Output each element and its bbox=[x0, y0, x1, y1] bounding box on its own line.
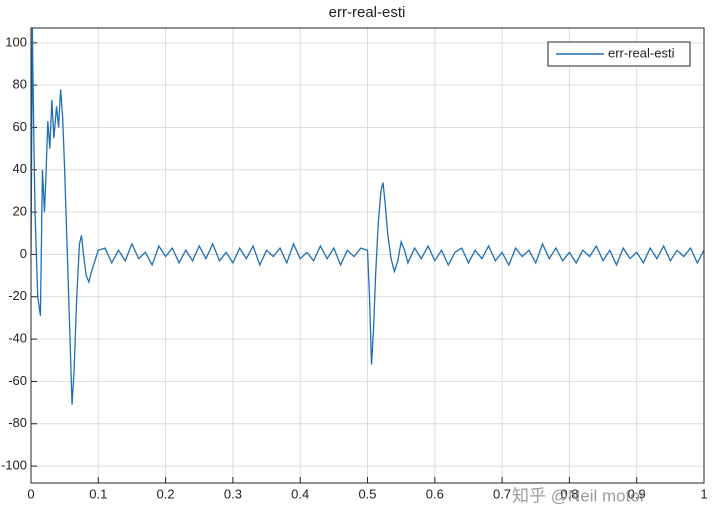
y-tick-label: -20 bbox=[8, 288, 27, 303]
x-tick-label: 0.4 bbox=[291, 486, 309, 501]
data-line bbox=[31, 28, 704, 405]
x-tick-label: 0.2 bbox=[157, 486, 175, 501]
y-tick-label: -100 bbox=[1, 458, 27, 473]
x-tick-label: 0.8 bbox=[560, 486, 578, 501]
x-tick-label: 1 bbox=[700, 486, 707, 501]
x-tick-label: 0.3 bbox=[224, 486, 242, 501]
y-tick-label: -80 bbox=[8, 415, 27, 430]
y-tick-label: 20 bbox=[13, 204, 27, 219]
plot-frame bbox=[30, 27, 705, 484]
y-tick-label: 100 bbox=[5, 34, 27, 49]
y-tick-label: 60 bbox=[13, 119, 27, 134]
watermark: 知乎 @Neil motor bbox=[512, 486, 646, 505]
legend-label: err-real-esti bbox=[608, 45, 675, 60]
x-tick-label: 0.6 bbox=[426, 486, 444, 501]
y-tick-label: 0 bbox=[20, 246, 27, 261]
y-tick-label: -60 bbox=[8, 373, 27, 388]
x-tick-label: 0.7 bbox=[493, 486, 511, 501]
chart-title: err-real-esti bbox=[329, 4, 406, 21]
x-tick-label: 0.1 bbox=[89, 486, 107, 501]
x-tick-label: 0 bbox=[27, 486, 34, 501]
x-tick-label: 0.9 bbox=[628, 486, 646, 501]
y-tick-label: 80 bbox=[13, 77, 27, 92]
x-tick-label: 0.5 bbox=[358, 486, 376, 501]
y-tick-label: -40 bbox=[8, 331, 27, 346]
y-tick-label: 40 bbox=[13, 161, 27, 176]
